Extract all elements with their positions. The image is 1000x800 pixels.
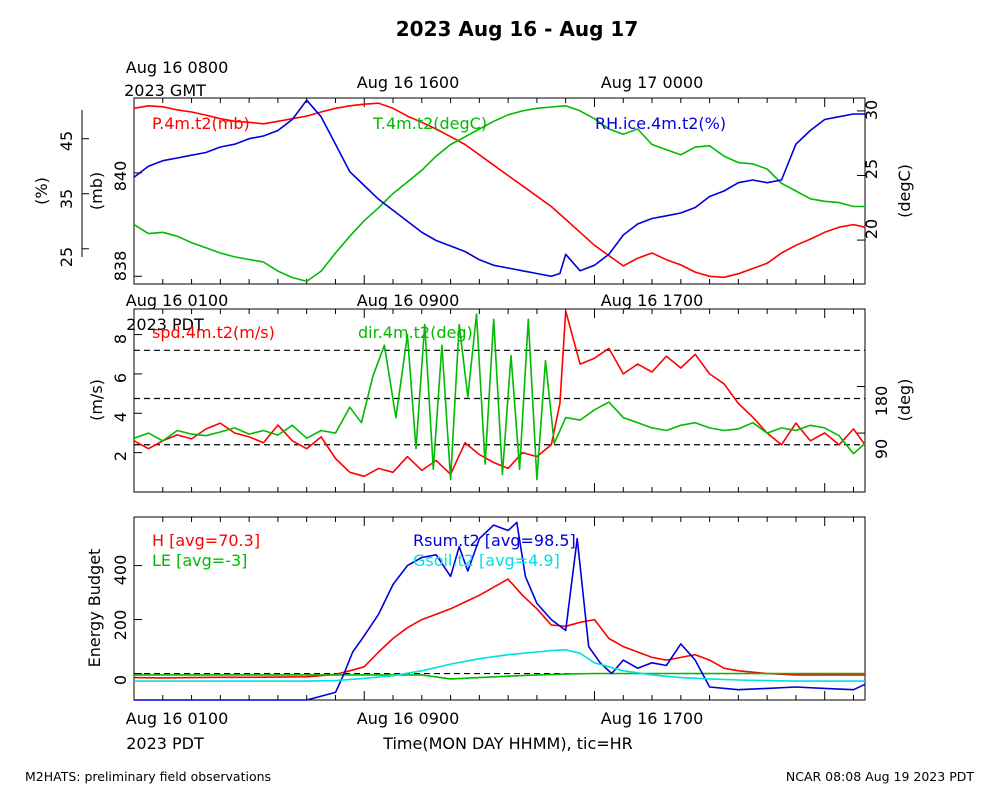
panel-1-axes: 45 35 25 (%) 840 838 (mb) 30 25 20 (degC… (32, 100, 914, 281)
bottom-local-label-2: Aug 16 0900 (357, 709, 460, 728)
footer-left: M2HATS: preliminary field observations (25, 769, 271, 784)
reference-lines (134, 349, 865, 675)
legend-pressure: P.4m.t2(mb) (152, 114, 250, 133)
series-line-spd-4m-t2-m-s (133, 310, 866, 478)
data-series (133, 99, 866, 701)
t-tick-label-30: 30 (862, 100, 881, 120)
utc-label-3: Aug 17 0000 (601, 73, 704, 92)
panel-1-frame (133, 97, 866, 285)
spd-tick-label-8: 8 (111, 334, 130, 344)
local-label-2: Aug 16 0900 (357, 291, 460, 310)
tick-marks (82, 98, 865, 700)
legend-h: H [avg=70.3] (152, 531, 260, 550)
panel-2-frame (133, 308, 866, 493)
bottom-local-label-3: Aug 16 1700 (601, 709, 704, 728)
rh-axis-label: (%) (32, 177, 51, 205)
legend-direction: dir.4m.t2(deg) (358, 323, 473, 342)
dir-tick-label-180: 180 (872, 386, 891, 417)
series-line-le-avg-3 (134, 672, 865, 680)
series-line-t-4m-t2-degc (133, 105, 865, 283)
x-axis-label: Time(MON DAY HHMM), tic=HR (382, 734, 633, 753)
p-tick-label-838: 838 (111, 251, 130, 282)
eb-axis-label: Energy Budget (85, 549, 104, 668)
spd-tick-label-6: 6 (111, 373, 130, 383)
eb-tick-label-400: 400 (111, 555, 130, 586)
legend-speed: spd.4m.t2(m/s) (152, 323, 275, 342)
p-tick-label-840: 840 (111, 161, 130, 192)
footer-right: NCAR 08:08 Aug 19 2023 PDT (786, 769, 974, 784)
series-line-gsoil-t2-avg-4-9 (134, 649, 865, 682)
local-year-label: 2023 PDT (126, 315, 204, 334)
utc-label-1: Aug 16 0800 (126, 58, 229, 77)
series-line-h-avg-70-3 (133, 578, 865, 679)
bottom-year-label: 2023 PDT (126, 734, 204, 753)
rh-tick-label-25: 25 (57, 247, 76, 267)
panel-2-legend: spd.4m.t2(m/s) dir.4m.t2(deg) (152, 323, 473, 342)
local-label-1: Aug 16 0100 (126, 291, 229, 310)
chart-title: 2023 Aug 16 - Aug 17 (396, 17, 639, 41)
dir-axis-label: (deg) (895, 379, 914, 422)
t-axis-label: (degC) (895, 164, 914, 218)
eb-tick-label-0: 0 (111, 675, 130, 685)
legend-le: LE [avg=-3] (152, 551, 247, 570)
panel-2-axes: Aug 16 0100 2023 PDT Aug 16 0900 Aug 16 … (87, 291, 914, 461)
eb-tick-label-200: 200 (111, 610, 130, 641)
spd-axis-label: (m/s) (87, 379, 106, 421)
spd-tick-label-4: 4 (111, 412, 130, 422)
panel-3-frame (133, 516, 866, 701)
series-line-rsum-t2-avg-98-5 (134, 521, 866, 701)
series-line-rh-ice-4m-t2 (133, 99, 865, 278)
p-axis-label: (mb) (87, 172, 106, 210)
panel-1-legend: P.4m.t2(mb) T.4m.t2(degC) RH.ice.4m.t2(%… (152, 114, 726, 133)
utc-label-2: Aug 16 1600 (357, 73, 460, 92)
legend-rsum: Rsum.t2 [avg=98.5] (413, 531, 576, 550)
local-label-3: Aug 16 1700 (601, 291, 704, 310)
legend-rh-ice: RH.ice.4m.t2(%) (595, 114, 726, 133)
series-line-p-4m-t2-mb (133, 102, 866, 279)
series-line-dir-4m-t2-deg (133, 313, 866, 481)
t-tick-label-20: 20 (862, 219, 881, 239)
rh-tick-label-35: 35 (57, 189, 76, 209)
panel-3-axes: 400 200 0 Energy Budget Aug 16 0100 2023… (85, 549, 703, 753)
t-tick-label-25: 25 (862, 159, 881, 179)
legend-gsoil: Gsoil.t2 [avg=4.9] (413, 551, 560, 570)
rh-tick-label-45: 45 (57, 131, 76, 151)
utc-year-label: 2023 GMT (124, 81, 206, 100)
legend-temperature: T.4m.t2(degC) (372, 114, 487, 133)
spd-tick-label-2: 2 (111, 451, 130, 461)
panel-3-legend: H [avg=70.3] LE [avg=-3] Rsum.t2 [avg=98… (152, 531, 576, 570)
dir-tick-label-90: 90 (872, 439, 891, 459)
bottom-local-label-1: Aug 16 0100 (126, 709, 229, 728)
